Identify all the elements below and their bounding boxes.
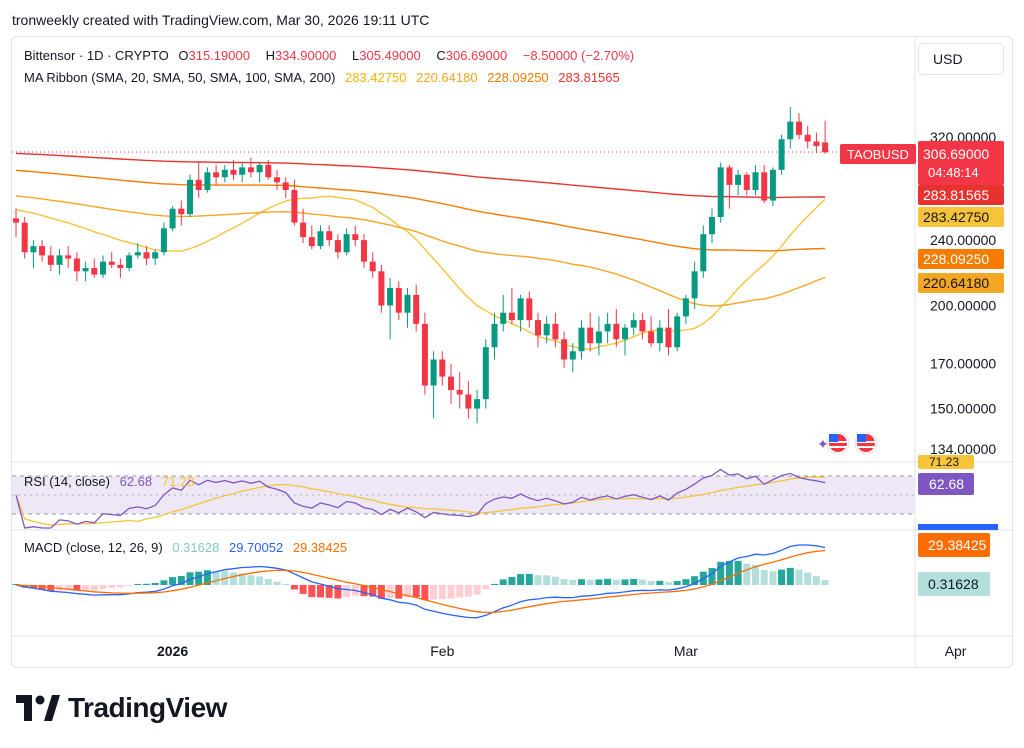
currency-button[interactable]: USD bbox=[918, 43, 1004, 75]
ma50-value: 220.64180 bbox=[416, 70, 478, 85]
tradingview-logo[interactable]: TradingView bbox=[16, 692, 227, 724]
rsi-legend: RSI (14, close) 62.68 71.23 bbox=[24, 474, 200, 489]
change-value: −8.50000 (−2.70%) bbox=[522, 48, 635, 63]
tradingview-logo-icon bbox=[16, 695, 60, 721]
rsi-label[interactable]: RSI (14, close) bbox=[24, 474, 110, 489]
macd-legend: MACD (close, 12, 26, 9) 0.31628 29.70052… bbox=[24, 540, 353, 555]
symbol-name[interactable]: Bittensor · 1D · CRYPTO bbox=[24, 48, 169, 63]
close-label: C bbox=[436, 48, 446, 63]
brand-name: TradingView bbox=[68, 692, 227, 723]
macd-signal-value: 29.38425 bbox=[292, 540, 348, 555]
rsi-ma-value: 71.23 bbox=[161, 474, 195, 489]
ma-ribbon-label[interactable]: MA Ribbon (SMA, 20, SMA, 50, SMA, 100, S… bbox=[24, 70, 336, 85]
open-value: 315.19000 bbox=[188, 48, 250, 63]
low-value: 305.49000 bbox=[359, 48, 421, 63]
chart-frame[interactable] bbox=[11, 36, 1013, 668]
high-label: H bbox=[265, 48, 275, 63]
high-value: 334.90000 bbox=[274, 48, 337, 63]
macd-value: 29.70052 bbox=[228, 540, 284, 555]
attribution-text: tronweekly created with TradingView.com,… bbox=[12, 12, 430, 28]
ma20-value: 283.42750 bbox=[345, 70, 407, 85]
macd-label[interactable]: MACD (close, 12, 26, 9) bbox=[24, 540, 163, 555]
symbol-legend: Bittensor · 1D · CRYPTO O315.19000 H334.… bbox=[24, 48, 640, 63]
open-label: O bbox=[178, 48, 189, 63]
ma-ribbon-legend: MA Ribbon (SMA, 20, SMA, 50, SMA, 100, S… bbox=[24, 70, 626, 85]
close-value: 306.69000 bbox=[445, 48, 508, 63]
ma200-value: 283.81565 bbox=[558, 70, 620, 85]
rsi-value: 62.68 bbox=[119, 474, 153, 489]
macd-hist-value: 0.31628 bbox=[172, 540, 220, 555]
low-label: L bbox=[352, 48, 360, 63]
ma100-value: 228.09250 bbox=[487, 70, 549, 85]
